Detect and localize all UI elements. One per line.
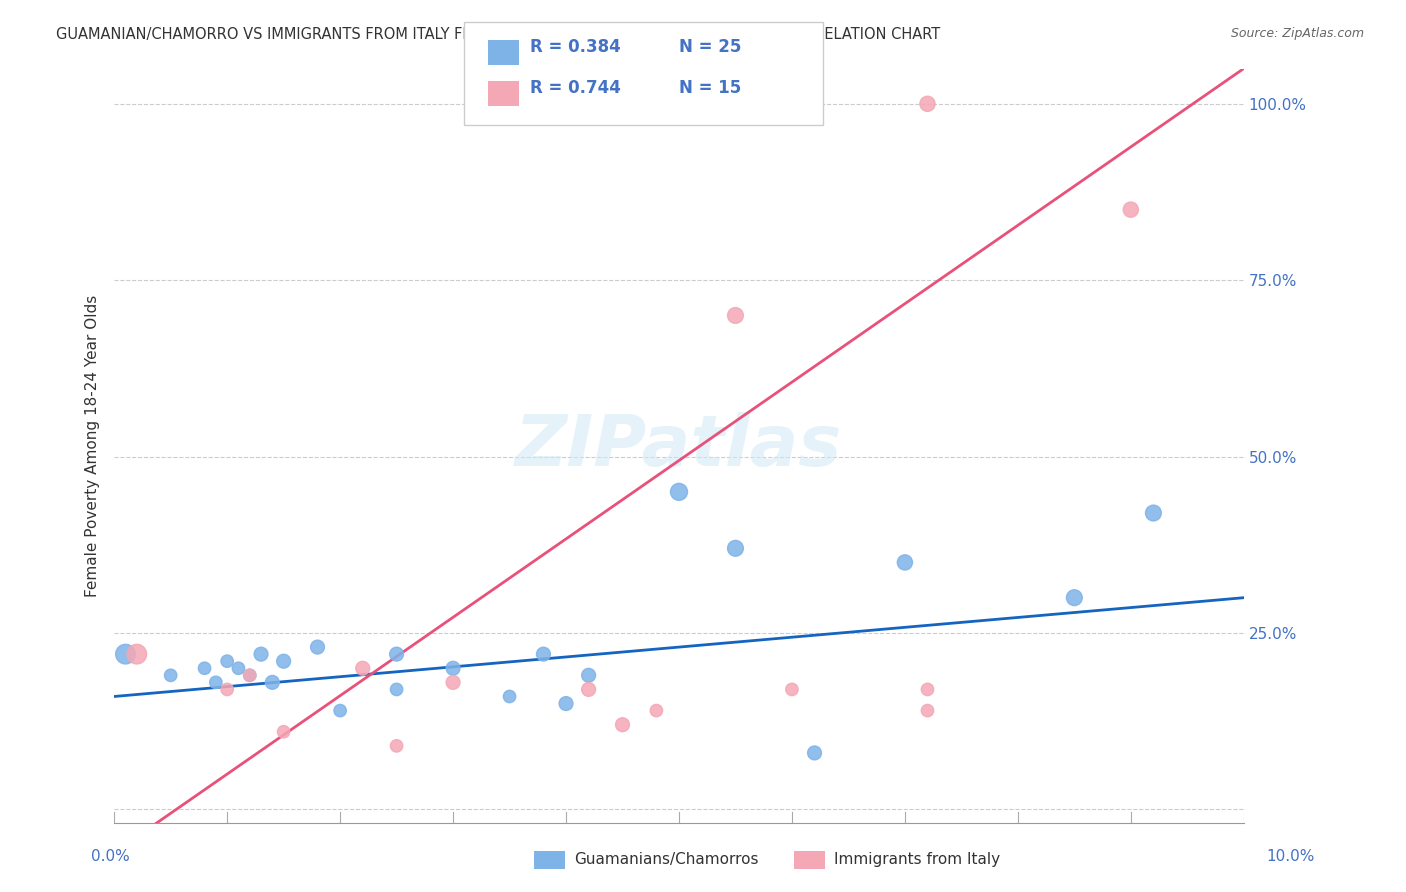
Point: [533, 647, 555, 661]
Point: [1119, 202, 1142, 217]
Text: GUAMANIAN/CHAMORRO VS IMMIGRANTS FROM ITALY FEMALE POVERTY AMONG 18-24 YEAR OLDS: GUAMANIAN/CHAMORRO VS IMMIGRANTS FROM IT…: [56, 27, 941, 42]
Point: [578, 682, 600, 697]
Point: [273, 724, 295, 739]
Point: [385, 647, 408, 661]
Point: [724, 541, 747, 556]
Point: [894, 556, 917, 570]
Point: [441, 675, 464, 690]
Text: Immigrants from Italy: Immigrants from Italy: [834, 853, 1000, 867]
Point: [239, 668, 262, 682]
Point: [228, 661, 250, 675]
Point: [273, 654, 295, 668]
Point: [217, 682, 239, 697]
Text: 0.0%: 0.0%: [91, 849, 131, 864]
Point: [1063, 591, 1085, 605]
Point: [441, 661, 464, 675]
Text: N = 25: N = 25: [679, 38, 741, 56]
Text: R = 0.384: R = 0.384: [530, 38, 621, 56]
Point: [159, 668, 181, 682]
Point: [114, 647, 136, 661]
Point: [612, 717, 634, 731]
Point: [329, 704, 352, 718]
Point: [385, 739, 408, 753]
Point: [385, 682, 408, 697]
Point: [803, 746, 825, 760]
Point: [645, 704, 668, 718]
Point: [917, 704, 939, 718]
Point: [239, 668, 262, 682]
Point: [724, 309, 747, 323]
Point: [780, 96, 803, 111]
Point: [193, 661, 215, 675]
Point: [917, 96, 939, 111]
Point: [668, 484, 690, 499]
Text: ZIPatlas: ZIPatlas: [515, 411, 842, 481]
Text: R = 0.744: R = 0.744: [530, 79, 621, 97]
Point: [205, 675, 228, 690]
Point: [917, 682, 939, 697]
Text: Guamanians/Chamorros: Guamanians/Chamorros: [574, 853, 758, 867]
Point: [217, 654, 239, 668]
Point: [250, 647, 273, 661]
Point: [1142, 506, 1164, 520]
Point: [307, 640, 329, 654]
Text: 10.0%: 10.0%: [1267, 849, 1315, 864]
Point: [780, 682, 803, 697]
Point: [578, 668, 600, 682]
Point: [555, 697, 578, 711]
Point: [125, 647, 148, 661]
Text: Source: ZipAtlas.com: Source: ZipAtlas.com: [1230, 27, 1364, 40]
Point: [352, 661, 374, 675]
Text: N = 15: N = 15: [679, 79, 741, 97]
Point: [262, 675, 284, 690]
Y-axis label: Female Poverty Among 18-24 Year Olds: Female Poverty Among 18-24 Year Olds: [86, 295, 100, 597]
Point: [498, 690, 520, 704]
